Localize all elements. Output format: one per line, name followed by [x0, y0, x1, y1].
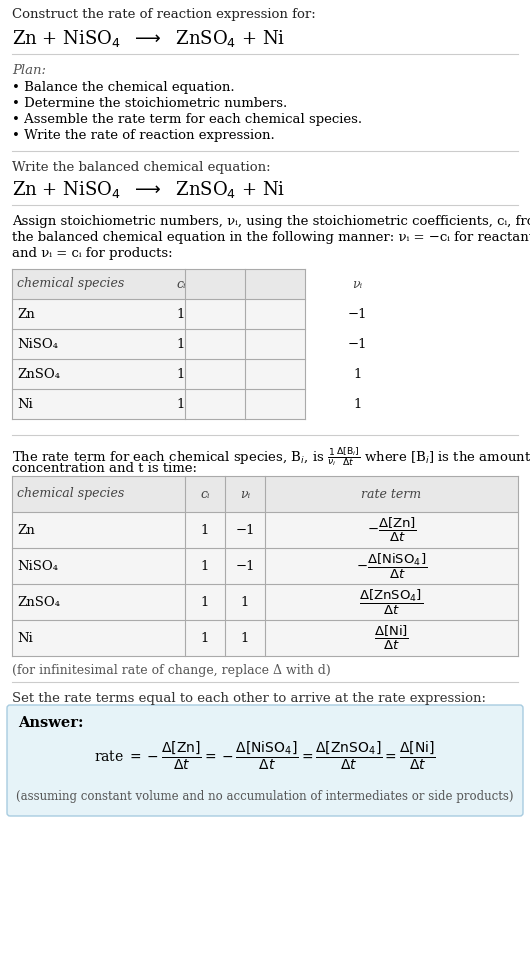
Text: 1: 1 — [241, 595, 249, 608]
Text: Zn: Zn — [17, 307, 35, 320]
Bar — [12, 476, 518, 512]
Text: rate $= -\dfrac{\Delta[\mathrm{Zn}]}{\Delta t} = -\dfrac{\Delta[\mathrm{NiSO_4}]: rate $= -\dfrac{\Delta[\mathrm{Zn}]}{\De… — [94, 740, 436, 772]
Text: 1: 1 — [177, 397, 185, 411]
Text: Zn + NiSO$_4$  $\longrightarrow$  ZnSO$_4$ + Ni: Zn + NiSO$_4$ $\longrightarrow$ ZnSO$_4$… — [12, 28, 285, 49]
Text: 1: 1 — [201, 559, 209, 573]
Text: 1: 1 — [177, 368, 185, 381]
Text: Construct the rate of reaction expression for:: Construct the rate of reaction expressio… — [12, 8, 316, 21]
Text: −1: −1 — [348, 307, 367, 320]
Text: Write the balanced chemical equation:: Write the balanced chemical equation: — [12, 161, 271, 174]
Text: $\dfrac{\Delta[\mathrm{Ni}]}{\Delta t}$: $\dfrac{\Delta[\mathrm{Ni}]}{\Delta t}$ — [374, 624, 409, 652]
Text: • Determine the stoichiometric numbers.: • Determine the stoichiometric numbers. — [12, 97, 287, 110]
Text: Assign stoichiometric numbers, νᵢ, using the stoichiometric coefficients, cᵢ, fr: Assign stoichiometric numbers, νᵢ, using… — [12, 215, 530, 228]
Text: The rate term for each chemical species, B$_i$, is $\frac{1}{\nu_i}\frac{\Delta[: The rate term for each chemical species,… — [12, 445, 530, 468]
Text: 1: 1 — [201, 595, 209, 608]
Text: 1: 1 — [201, 523, 209, 537]
Text: 1: 1 — [177, 338, 185, 350]
Text: chemical species: chemical species — [17, 487, 124, 501]
Text: NiSO₄: NiSO₄ — [17, 338, 58, 350]
Text: Zn: Zn — [17, 523, 35, 537]
Text: rate term: rate term — [361, 487, 421, 501]
Text: chemical species: chemical species — [17, 277, 124, 291]
Bar — [12, 269, 305, 419]
Text: Ni: Ni — [17, 631, 33, 644]
Text: ZnSO₄: ZnSO₄ — [17, 368, 60, 381]
Text: Set the rate terms equal to each other to arrive at the rate expression:: Set the rate terms equal to each other t… — [12, 692, 486, 705]
Text: • Assemble the rate term for each chemical species.: • Assemble the rate term for each chemic… — [12, 113, 362, 126]
Text: • Balance the chemical equation.: • Balance the chemical equation. — [12, 81, 235, 94]
Text: 1: 1 — [241, 631, 249, 644]
Text: cᵢ: cᵢ — [176, 277, 186, 291]
Bar — [12, 476, 518, 656]
Text: (for infinitesimal rate of change, replace Δ with d): (for infinitesimal rate of change, repla… — [12, 664, 331, 677]
Text: 1: 1 — [177, 307, 185, 320]
Text: NiSO₄: NiSO₄ — [17, 559, 58, 573]
Text: Answer:: Answer: — [18, 716, 84, 730]
Text: Zn + NiSO$_4$  $\longrightarrow$  ZnSO$_4$ + Ni: Zn + NiSO$_4$ $\longrightarrow$ ZnSO$_4$… — [12, 179, 285, 200]
Bar — [12, 269, 305, 299]
Text: • Write the rate of reaction expression.: • Write the rate of reaction expression. — [12, 129, 275, 142]
Text: $\dfrac{\Delta[\mathrm{ZnSO_4}]}{\Delta t}$: $\dfrac{\Delta[\mathrm{ZnSO_4}]}{\Delta … — [359, 588, 423, 617]
FancyBboxPatch shape — [7, 705, 523, 816]
Text: −1: −1 — [348, 338, 367, 350]
Text: νᵢ: νᵢ — [352, 277, 363, 291]
Text: ZnSO₄: ZnSO₄ — [17, 595, 60, 608]
Text: cᵢ: cᵢ — [200, 487, 210, 501]
Text: $-\dfrac{\Delta[\mathrm{Zn}]}{\Delta t}$: $-\dfrac{\Delta[\mathrm{Zn}]}{\Delta t}$ — [367, 516, 417, 544]
Text: −1: −1 — [235, 523, 255, 537]
Text: concentration and t is time:: concentration and t is time: — [12, 462, 197, 475]
Text: 1: 1 — [354, 397, 361, 411]
Text: νᵢ: νᵢ — [240, 487, 250, 501]
Text: 1: 1 — [201, 631, 209, 644]
Text: (assuming constant volume and no accumulation of intermediates or side products): (assuming constant volume and no accumul… — [16, 790, 514, 803]
Text: $-\dfrac{\Delta[\mathrm{NiSO_4}]}{\Delta t}$: $-\dfrac{\Delta[\mathrm{NiSO_4}]}{\Delta… — [356, 551, 427, 581]
Text: the balanced chemical equation in the following manner: νᵢ = −cᵢ for reactants: the balanced chemical equation in the fo… — [12, 231, 530, 244]
Text: −1: −1 — [235, 559, 255, 573]
Text: Ni: Ni — [17, 397, 33, 411]
Text: Plan:: Plan: — [12, 64, 46, 77]
Text: 1: 1 — [354, 368, 361, 381]
Text: and νᵢ = cᵢ for products:: and νᵢ = cᵢ for products: — [12, 247, 173, 260]
